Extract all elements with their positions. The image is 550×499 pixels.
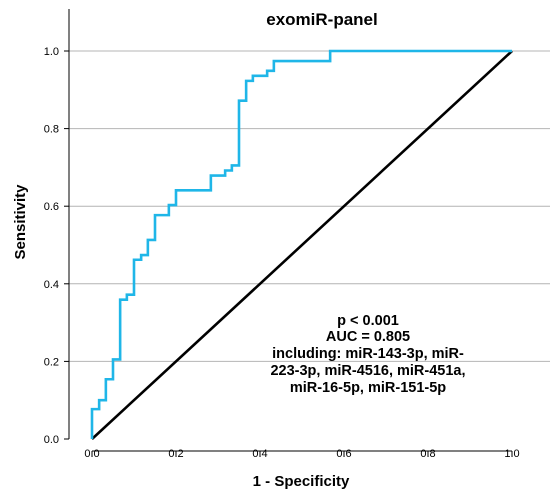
- x-tick-label: 1.0: [504, 448, 519, 460]
- annotation-block: p < 0.001 AUC = 0.805 including: miR-143…: [270, 313, 465, 396]
- annotation-line: 223-3p, miR-4516, miR-451a,: [270, 363, 465, 379]
- annotation-line: p < 0.001: [337, 313, 399, 329]
- gridlines: [69, 50, 550, 362]
- y-tick-label: 0.8: [44, 124, 59, 136]
- y-tick-label: 0.2: [44, 356, 59, 368]
- annotation-line: AUC = 0.805: [326, 329, 410, 345]
- annotation-line: miR-16-5p, miR-151-5p: [290, 380, 446, 396]
- x-tick-label: 0.4: [252, 448, 267, 460]
- chart-title: exomiR-panel: [266, 10, 377, 29]
- y-axis-title: Sensitivity: [12, 184, 29, 260]
- x-tick-label: 0.8: [420, 448, 435, 460]
- reference-line: [91, 50, 513, 440]
- roc-curve-line: [90, 49, 512, 439]
- axes: [64, 9, 513, 456]
- y-tick-label: 1.0: [44, 46, 59, 58]
- y-tick-label: 0.0: [44, 434, 59, 446]
- tick-labels: 0.0 0.2 0.4 0.6 0.8 1.0 0.0 0.2 0.4 0.6 0.8 1.0: [44, 46, 520, 460]
- x-tick-label: 0.2: [168, 448, 183, 460]
- series-layer: [90, 49, 513, 440]
- y-tick-label: 0.4: [44, 279, 59, 291]
- annotation-line: including: miR-143-3p, miR-: [272, 346, 464, 362]
- x-tick-label: 0.6: [336, 448, 351, 460]
- x-axis-title: 1 - Specificity: [253, 473, 350, 490]
- x-tick-label: 0.0: [84, 448, 99, 460]
- y-tick-label: 0.6: [44, 201, 59, 213]
